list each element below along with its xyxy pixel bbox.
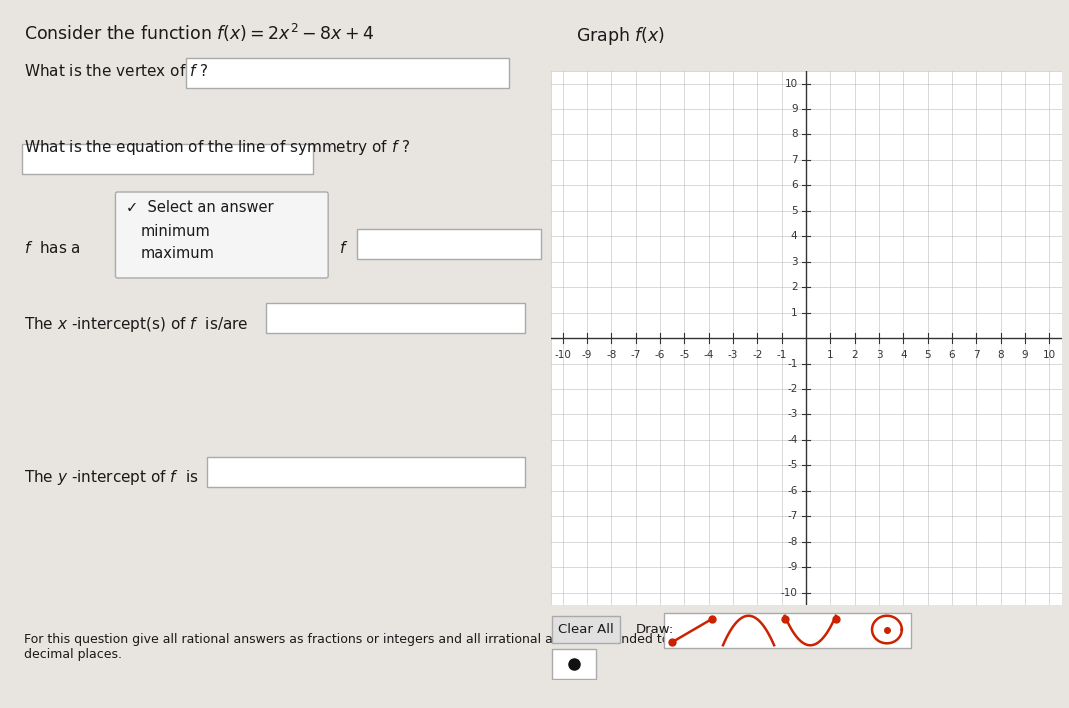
Text: -3: -3: [728, 350, 739, 360]
Text: 10: 10: [785, 79, 797, 88]
Text: -1: -1: [787, 358, 797, 369]
Text: 9: 9: [1022, 350, 1028, 360]
Text: -2: -2: [753, 350, 762, 360]
FancyBboxPatch shape: [22, 144, 313, 174]
Text: 10: 10: [1042, 350, 1056, 360]
Text: $f$: $f$: [339, 240, 348, 256]
Text: -6: -6: [787, 486, 797, 496]
FancyBboxPatch shape: [266, 303, 525, 333]
Text: -2: -2: [787, 384, 797, 394]
Text: 4: 4: [791, 232, 797, 241]
Text: -10: -10: [780, 588, 797, 598]
Text: 4: 4: [900, 350, 907, 360]
Text: Clear All: Clear All: [558, 623, 614, 636]
Text: 8: 8: [997, 350, 1004, 360]
Text: -5: -5: [679, 350, 690, 360]
Text: minimum: minimum: [141, 224, 211, 239]
Text: -8: -8: [787, 537, 797, 547]
Text: -1: -1: [776, 350, 787, 360]
Text: 7: 7: [973, 350, 979, 360]
Text: -6: -6: [655, 350, 665, 360]
Text: $f$  has a: $f$ has a: [24, 240, 80, 256]
Text: 6: 6: [791, 181, 797, 190]
Text: -7: -7: [631, 350, 641, 360]
FancyBboxPatch shape: [552, 649, 597, 679]
Text: -9: -9: [582, 350, 592, 360]
Text: -4: -4: [787, 435, 797, 445]
Text: 9: 9: [791, 104, 797, 114]
FancyBboxPatch shape: [665, 613, 912, 649]
Text: maximum: maximum: [141, 246, 215, 261]
FancyBboxPatch shape: [115, 192, 328, 278]
Text: For this question give all rational answers as fractions or integers and all irr: For this question give all rational answ…: [24, 633, 681, 661]
Text: 3: 3: [876, 350, 882, 360]
Text: -9: -9: [787, 562, 797, 572]
Text: -4: -4: [703, 350, 714, 360]
FancyBboxPatch shape: [357, 229, 541, 259]
Text: -10: -10: [554, 350, 571, 360]
Text: 1: 1: [827, 350, 834, 360]
Text: Graph $f(x)$: Graph $f(x)$: [576, 25, 666, 47]
Text: The $y$ -intercept of $f$  is: The $y$ -intercept of $f$ is: [24, 468, 198, 487]
Text: -5: -5: [787, 460, 797, 470]
Text: 6: 6: [948, 350, 956, 360]
Text: The $x$ -intercept(s) of $f$  is/are: The $x$ -intercept(s) of $f$ is/are: [24, 315, 248, 334]
Text: Draw:: Draw:: [636, 623, 673, 636]
Text: What is the vertex of $f$ ?: What is the vertex of $f$ ?: [24, 63, 208, 79]
Text: 2: 2: [791, 282, 797, 292]
Text: -8: -8: [606, 350, 617, 360]
Text: 2: 2: [851, 350, 858, 360]
Text: 7: 7: [791, 155, 797, 165]
Text: 5: 5: [791, 206, 797, 216]
FancyBboxPatch shape: [552, 616, 620, 644]
FancyBboxPatch shape: [186, 58, 509, 88]
Text: 1: 1: [791, 307, 797, 318]
Text: What is the equation of the line of symmetry of $f$ ?: What is the equation of the line of symm…: [24, 138, 409, 157]
FancyBboxPatch shape: [207, 457, 525, 487]
Text: 5: 5: [925, 350, 931, 360]
Text: Consider the function $f(x) = 2x^2 - 8x + 4$: Consider the function $f(x) = 2x^2 - 8x …: [24, 22, 374, 44]
Text: ✓  Select an answer: ✓ Select an answer: [126, 200, 274, 215]
Text: -3: -3: [787, 409, 797, 419]
Text: 3: 3: [791, 257, 797, 267]
Text: 8: 8: [791, 130, 797, 139]
Text: -7: -7: [787, 511, 797, 521]
